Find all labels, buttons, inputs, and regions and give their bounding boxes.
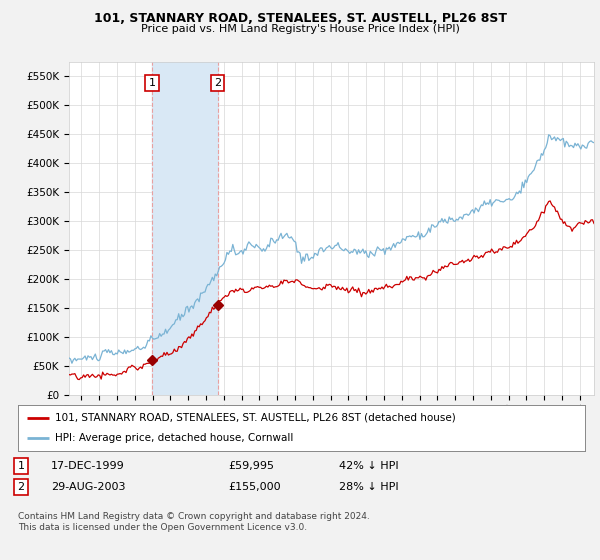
Text: 17-DEC-1999: 17-DEC-1999 (51, 461, 125, 471)
Text: 101, STANNARY ROAD, STENALEES, ST. AUSTELL, PL26 8ST: 101, STANNARY ROAD, STENALEES, ST. AUSTE… (94, 12, 506, 25)
Text: HPI: Average price, detached house, Cornwall: HPI: Average price, detached house, Corn… (55, 433, 293, 443)
Text: 1: 1 (17, 461, 25, 471)
Text: Price paid vs. HM Land Registry's House Price Index (HPI): Price paid vs. HM Land Registry's House … (140, 24, 460, 34)
Text: 29-AUG-2003: 29-AUG-2003 (51, 482, 125, 492)
Text: Contains HM Land Registry data © Crown copyright and database right 2024.
This d: Contains HM Land Registry data © Crown c… (18, 512, 370, 532)
Text: 101, STANNARY ROAD, STENALEES, ST. AUSTELL, PL26 8ST (detached house): 101, STANNARY ROAD, STENALEES, ST. AUSTE… (55, 413, 455, 423)
Text: 1: 1 (148, 78, 155, 88)
Text: £155,000: £155,000 (228, 482, 281, 492)
Text: £59,995: £59,995 (228, 461, 274, 471)
Text: 42% ↓ HPI: 42% ↓ HPI (339, 461, 398, 471)
Text: 2: 2 (17, 482, 25, 492)
Text: 28% ↓ HPI: 28% ↓ HPI (339, 482, 398, 492)
Bar (152, 62, 218, 395)
Text: 2: 2 (214, 78, 221, 88)
